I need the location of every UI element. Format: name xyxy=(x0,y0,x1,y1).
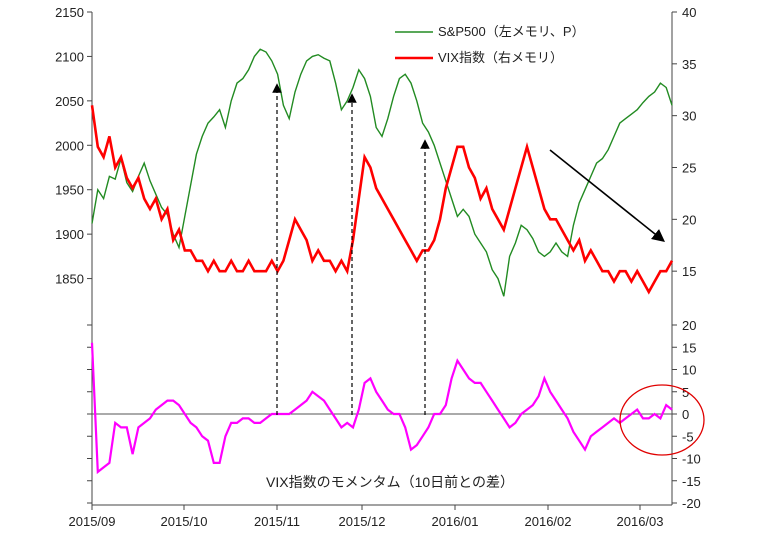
legend: S&P500（左メモリ、P） VIX指数（右メモリ） xyxy=(395,24,585,65)
spike-arrows xyxy=(272,83,665,415)
momentum-series-line xyxy=(90,342,673,475)
x-tick-label: 2016/01 xyxy=(432,514,479,529)
bottom-tick-label: 5 xyxy=(682,385,689,400)
x-tick-label: 2016/03 xyxy=(617,514,664,529)
right-tick-label: 20 xyxy=(682,212,696,227)
vix-series-line xyxy=(90,105,674,295)
bottom-tick-label: 15 xyxy=(682,340,696,355)
top-right-axis-ticks: 15 20 25 30 35 40 xyxy=(672,5,696,279)
right-tick-label: 30 xyxy=(682,109,696,124)
bottom-tick-label: 20 xyxy=(682,318,696,333)
x-tick-label: 2016/02 xyxy=(525,514,572,529)
sp500-series-line xyxy=(91,48,673,297)
x-tick-label: 2015/09 xyxy=(69,514,116,529)
bottom-tick-label: 0 xyxy=(682,407,689,422)
bottom-tick-label: -15 xyxy=(682,474,701,489)
legend-label-sp500: S&P500（左メモリ、P） xyxy=(438,24,585,39)
x-tick-label: 2015/11 xyxy=(254,514,300,529)
left-tick-label: 1950 xyxy=(55,183,84,198)
left-tick-label: 1900 xyxy=(55,227,84,242)
left-tick-label: 2100 xyxy=(55,49,84,64)
highlight-circle xyxy=(619,384,705,456)
bottom-tick-label: -20 xyxy=(682,496,701,511)
left-tick-label: 2150 xyxy=(55,5,84,20)
momentum-caption: VIX指数のモメンタム（10日前との差） xyxy=(266,474,514,490)
axes-frame xyxy=(91,12,673,506)
bottom-tick-label: 10 xyxy=(682,363,696,378)
legend-label-vix: VIX指数（右メモリ） xyxy=(438,50,563,65)
bottom-tick-label: -10 xyxy=(682,452,701,467)
x-tick-label: 2015/12 xyxy=(339,514,386,529)
right-tick-label: 40 xyxy=(682,5,696,20)
left-tick-label: 1850 xyxy=(55,272,84,287)
bottom-axis-ticks: 20 15 10 5 0 -5 -10 -15 -20 xyxy=(87,318,701,511)
top-left-axis-ticks: 1850 1900 1950 2000 2050 2100 2150 xyxy=(55,5,92,287)
right-tick-label: 35 xyxy=(682,57,696,72)
right-tick-label: 25 xyxy=(682,161,696,176)
x-axis-ticks: 2015/09 2015/10 2015/11 2015/12 2016/01 2016/… xyxy=(69,505,664,529)
x-tick-label: 2015/10 xyxy=(161,514,208,529)
trend-arrow xyxy=(549,149,665,242)
bottom-tick-label: -5 xyxy=(682,429,694,444)
left-tick-label: 2050 xyxy=(55,94,84,109)
left-tick-label: 2000 xyxy=(55,138,84,153)
right-tick-label: 15 xyxy=(682,264,696,279)
